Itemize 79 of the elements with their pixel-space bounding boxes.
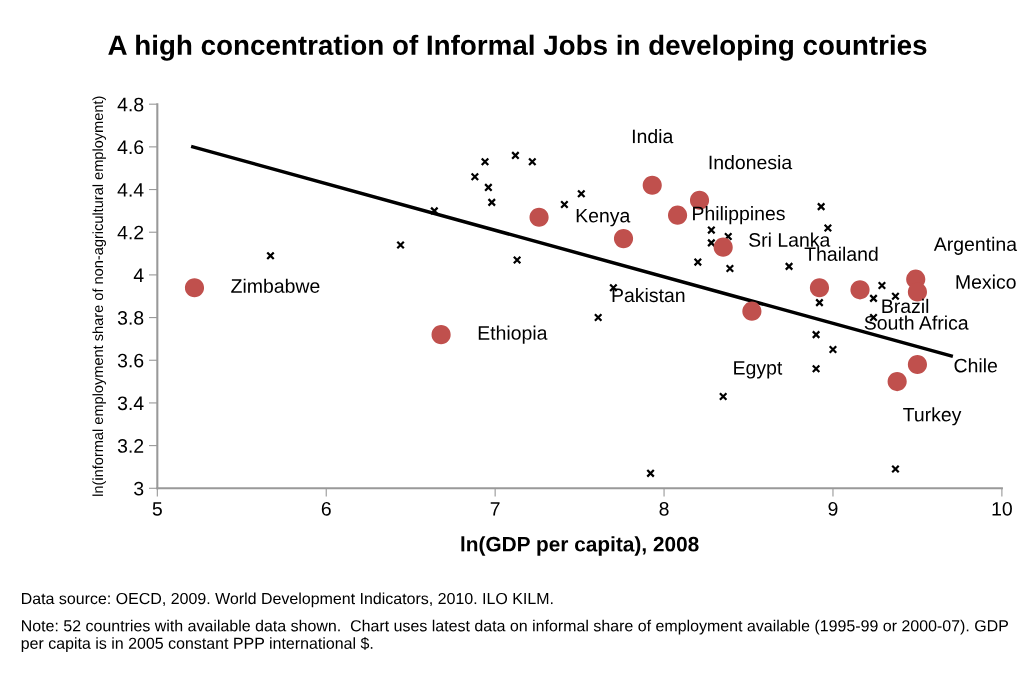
point	[512, 255, 522, 265]
point	[470, 172, 480, 182]
x-tick-label: 8	[659, 501, 669, 516]
y-tick-label: 3.4	[117, 396, 144, 411]
annotation: Sri Lanka	[749, 232, 831, 247]
point	[816, 202, 826, 211]
annotation: South Africa	[864, 315, 969, 330]
point	[396, 240, 405, 250]
annotation: Mexico	[956, 274, 1016, 289]
y-tick-label: 3.8	[117, 311, 144, 325]
x-tick-label: 10	[992, 501, 1012, 516]
point	[850, 280, 870, 300]
point	[869, 294, 878, 303]
source-note: Data source: OECD, 2009. World Development Indicators, 2010. ILO KILM.	[22, 592, 553, 608]
point	[811, 330, 821, 340]
annotation: Kenya	[576, 208, 631, 227]
point	[706, 238, 716, 248]
annotation: Philippines	[693, 206, 785, 225]
annotation: Egypt	[734, 361, 783, 379]
annotation: Turkey	[903, 407, 962, 426]
point	[511, 151, 520, 160]
point	[593, 313, 603, 322]
point	[828, 345, 838, 354]
point	[576, 189, 586, 199]
point	[887, 372, 907, 392]
x-tick-label: 6	[321, 501, 331, 516]
point	[266, 251, 275, 261]
y-tick-label: 3.6	[117, 353, 144, 368]
y-tick-label: 4.4	[117, 183, 144, 197]
y-axis-title: ln(informal employment share of non-agricultural employment)	[92, 96, 106, 496]
point	[693, 257, 703, 267]
point	[560, 200, 569, 209]
point	[815, 298, 824, 307]
point	[718, 392, 728, 401]
point	[484, 183, 493, 192]
y-tick-label: 4.8	[117, 97, 144, 112]
point	[877, 281, 887, 290]
chart-title: A high concentration of Informal Jobs in developing countries	[108, 34, 927, 61]
point	[723, 232, 733, 241]
point	[811, 364, 821, 374]
point	[431, 325, 451, 345]
point	[613, 229, 634, 249]
annotation: Zimbabwe	[231, 278, 320, 293]
point	[742, 301, 762, 321]
point	[823, 223, 833, 233]
point	[809, 278, 830, 298]
y-tick-label: 4.6	[117, 140, 144, 155]
annotation: India	[632, 128, 674, 144]
x-tick-label: 7	[490, 502, 500, 516]
y-tick-label: 4	[133, 268, 144, 282]
annotation: Ethiopia	[478, 325, 548, 344]
point	[784, 262, 794, 271]
x-axis-title: ln(GDP per capita), 2008	[461, 536, 699, 556]
y-tick-label: 3	[134, 481, 144, 496]
point	[429, 206, 439, 216]
x-tick-label: 9	[828, 501, 838, 516]
point	[713, 237, 733, 257]
annotation: Indonesia	[709, 155, 793, 170]
point	[184, 278, 205, 298]
point	[668, 205, 688, 225]
point	[907, 354, 927, 375]
x-tick-label: 5	[152, 502, 162, 516]
annotation: Thailand	[804, 246, 878, 261]
point	[527, 157, 537, 167]
text: Note: 52 countries with available data shown. Chart uses latest data on informal share of employment available (1995-99 or 2000-07). GDP per capita is in 2005 constant PPP international $.	[21, 619, 1009, 653]
point	[646, 468, 655, 478]
point	[480, 157, 490, 167]
y-tick-label: 3.2	[117, 439, 144, 453]
annotation: Pakistan	[612, 287, 685, 303]
point	[706, 225, 716, 235]
y-tick-label: 4.2	[117, 225, 144, 240]
point	[891, 464, 900, 474]
point	[642, 175, 662, 195]
point	[725, 264, 735, 273]
annotation: Chile	[954, 358, 997, 373]
annotation: Brazil	[882, 298, 929, 314]
point	[487, 197, 497, 207]
annotation: Argentina	[933, 236, 1018, 255]
point	[529, 207, 549, 227]
